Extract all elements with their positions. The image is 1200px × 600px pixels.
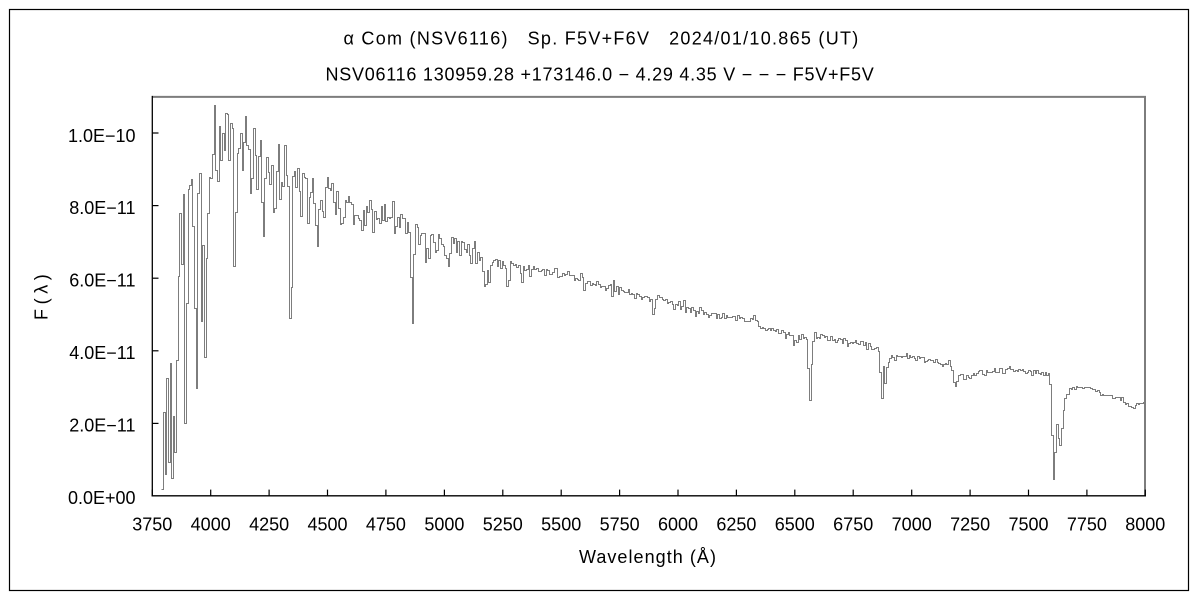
svg-text:6000: 6000: [658, 515, 698, 535]
svg-text:7500: 7500: [1008, 515, 1048, 535]
svg-text:6750: 6750: [833, 515, 873, 535]
svg-text:4500: 4500: [307, 515, 347, 535]
svg-text:1.0E−10: 1.0E−10: [68, 126, 136, 146]
svg-text:4250: 4250: [249, 515, 289, 535]
svg-text:4750: 4750: [366, 515, 406, 535]
svg-text:2.0E−11: 2.0E−11: [69, 415, 135, 435]
svg-text:3750: 3750: [132, 515, 172, 535]
svg-text:NSV06116 130959.28 +173146.0 −: NSV06116 130959.28 +173146.0 − 4.29 4.35…: [325, 65, 874, 85]
svg-text:7000: 7000: [892, 515, 932, 535]
svg-text:5500: 5500: [541, 515, 581, 535]
svg-text:6500: 6500: [775, 515, 815, 535]
svg-text:5750: 5750: [600, 515, 640, 535]
svg-text:5000: 5000: [424, 515, 464, 535]
svg-text:4.0E−11: 4.0E−11: [69, 343, 135, 363]
svg-text:0.0E+00: 0.0E+00: [68, 488, 136, 508]
svg-text:8000: 8000: [1125, 515, 1165, 535]
svg-text:8.0E−11: 8.0E−11: [69, 198, 135, 218]
svg-text:7250: 7250: [950, 515, 990, 535]
svg-text:F(λ): F(λ): [32, 270, 52, 320]
svg-text:7750: 7750: [1067, 515, 1107, 535]
svg-text:α Com (NSV6116) Sp. F5V+F6V: α Com (NSV6116) Sp. F5V+F6V 2024/01/10.8…: [343, 29, 859, 49]
svg-text:6.0E−11: 6.0E−11: [69, 271, 135, 291]
svg-text:Wavelength (Å): Wavelength (Å): [579, 547, 717, 567]
svg-text:5250: 5250: [483, 515, 523, 535]
svg-text:6250: 6250: [716, 515, 756, 535]
svg-text:4000: 4000: [191, 515, 231, 535]
